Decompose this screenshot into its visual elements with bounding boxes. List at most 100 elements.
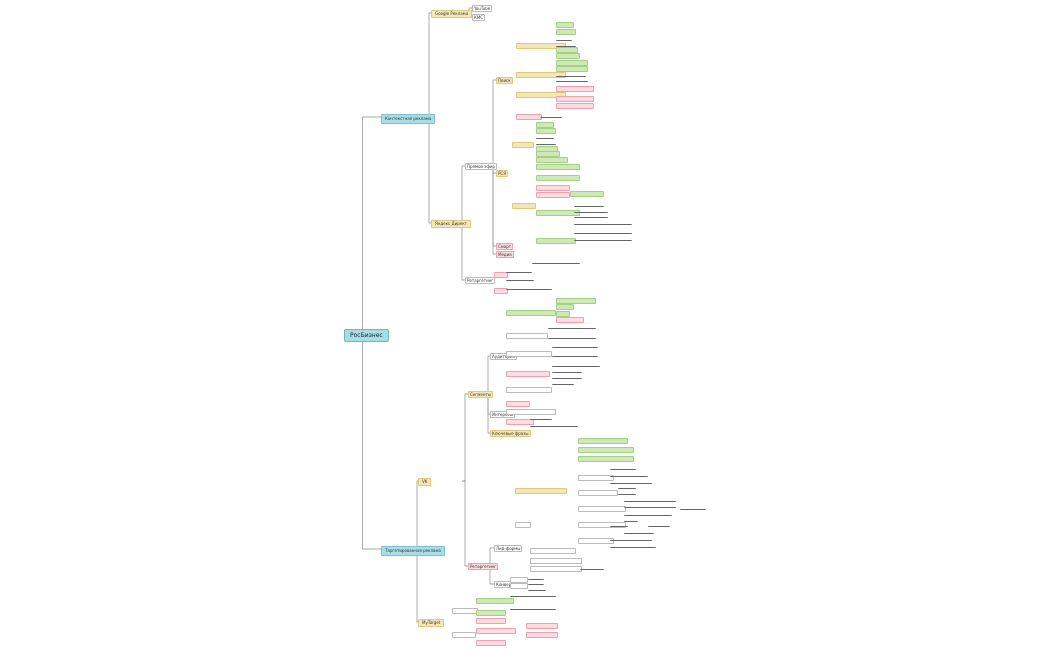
leaf-node[interactable] bbox=[556, 317, 584, 323]
leaf-node[interactable] bbox=[624, 497, 676, 502]
node-google[interactable]: Google Реклама bbox=[431, 10, 473, 18]
leaf-node[interactable] bbox=[556, 66, 588, 72]
leaf-node[interactable] bbox=[506, 310, 556, 316]
leaf-node[interactable] bbox=[510, 605, 556, 610]
node-vk[interactable]: VK bbox=[418, 478, 432, 486]
node-mytarget[interactable]: MyTarget bbox=[418, 619, 445, 627]
leaf-node[interactable] bbox=[610, 465, 636, 470]
node-search[interactable]: Поиск bbox=[496, 77, 513, 84]
leaf-node[interactable] bbox=[536, 122, 554, 128]
leaf-node[interactable] bbox=[536, 140, 556, 145]
leaf-node[interactable] bbox=[506, 371, 550, 377]
leaf-node[interactable] bbox=[536, 238, 576, 244]
leaf-node[interactable] bbox=[556, 47, 578, 53]
leaf-node[interactable] bbox=[536, 157, 568, 163]
leaf-node[interactable] bbox=[548, 324, 596, 329]
leaf-node[interactable] bbox=[536, 175, 580, 181]
leaf-node[interactable] bbox=[510, 592, 556, 597]
leaf-node[interactable] bbox=[515, 522, 531, 528]
leaf-node[interactable] bbox=[618, 484, 636, 489]
leaf-node[interactable] bbox=[556, 298, 596, 304]
branch-target[interactable]: Таргетированная реклама bbox=[381, 546, 445, 556]
leaf-node[interactable] bbox=[578, 506, 626, 512]
leaf-node[interactable] bbox=[506, 333, 548, 339]
leaf-node[interactable] bbox=[512, 203, 536, 209]
leaf-node[interactable] bbox=[536, 128, 556, 134]
leaf-node[interactable] bbox=[556, 304, 574, 310]
leaf-node[interactable] bbox=[506, 419, 534, 425]
node-rsya[interactable]: РСЯ bbox=[496, 170, 508, 177]
leaf-node[interactable] bbox=[540, 113, 562, 118]
leaf-node[interactable] bbox=[618, 490, 636, 495]
leaf-node[interactable] bbox=[578, 447, 634, 453]
leaf-node[interactable] bbox=[624, 517, 638, 522]
leaf-node[interactable] bbox=[610, 543, 656, 548]
leaf-node[interactable] bbox=[530, 566, 582, 572]
leaf-node[interactable] bbox=[578, 490, 618, 496]
leaf-node[interactable] bbox=[494, 272, 508, 278]
node-yandex[interactable]: Яндекс Директ bbox=[431, 220, 471, 228]
leaf-node[interactable] bbox=[452, 608, 478, 614]
leaf-node[interactable] bbox=[574, 236, 632, 241]
node-segments[interactable]: Сегменты bbox=[468, 391, 493, 398]
node-yandex-retarget[interactable]: Ретаргетинг bbox=[465, 277, 496, 284]
leaf-node[interactable] bbox=[516, 92, 566, 98]
leaf-node[interactable] bbox=[552, 374, 582, 379]
leaf-node[interactable] bbox=[536, 134, 554, 139]
leaf-node[interactable] bbox=[476, 640, 506, 646]
leaf-node[interactable] bbox=[552, 352, 598, 357]
leaf-node[interactable] bbox=[506, 268, 532, 273]
leaf-node[interactable] bbox=[530, 415, 552, 420]
leaf-node[interactable] bbox=[578, 438, 628, 444]
leaf-node[interactable] bbox=[578, 456, 634, 462]
leaf-node[interactable] bbox=[578, 475, 614, 481]
leaf-node[interactable] bbox=[556, 103, 594, 109]
leaf-node[interactable] bbox=[552, 380, 574, 385]
leaf-node[interactable] bbox=[556, 53, 580, 59]
leaf-node[interactable] bbox=[526, 623, 558, 629]
node-retarget[interactable]: Ретаргетинг bbox=[468, 563, 499, 570]
leaf-node[interactable] bbox=[556, 86, 594, 92]
branch-context[interactable]: Контекстная реклама bbox=[381, 114, 436, 124]
leaf-node[interactable] bbox=[556, 96, 594, 102]
leaf-node[interactable] bbox=[536, 164, 580, 170]
node-leadforms[interactable]: Лид-формы bbox=[494, 545, 523, 552]
leaf-node[interactable] bbox=[532, 259, 580, 264]
leaf-node[interactable] bbox=[506, 351, 552, 357]
leaf-node[interactable] bbox=[624, 511, 672, 516]
leaf-node[interactable] bbox=[574, 213, 608, 218]
leaf-node[interactable] bbox=[506, 401, 530, 407]
leaf-node[interactable] bbox=[610, 472, 648, 477]
leaf-node[interactable] bbox=[476, 610, 506, 616]
leaf-node[interactable] bbox=[578, 538, 614, 544]
leaf-node[interactable] bbox=[476, 618, 506, 624]
leaf-node[interactable] bbox=[552, 343, 598, 348]
leaf-node[interactable] bbox=[556, 77, 588, 82]
leaf-node[interactable] bbox=[506, 409, 556, 415]
leaf-node[interactable] bbox=[552, 362, 600, 367]
leaf-node[interactable] bbox=[476, 598, 514, 604]
leaf-node[interactable] bbox=[530, 558, 582, 564]
leaf-node[interactable] bbox=[624, 503, 676, 508]
leaf-node[interactable] bbox=[528, 586, 546, 591]
leaf-node[interactable] bbox=[526, 632, 558, 638]
leaf-node[interactable] bbox=[506, 285, 552, 290]
leaf-node[interactable] bbox=[556, 29, 576, 35]
leaf-node[interactable] bbox=[510, 583, 528, 589]
leaf-node[interactable] bbox=[536, 151, 560, 157]
leaf-node[interactable] bbox=[494, 288, 508, 294]
leaf-node[interactable] bbox=[556, 60, 588, 66]
node-yandex-direct[interactable]: Прямой эфир bbox=[465, 163, 498, 170]
leaf-node[interactable] bbox=[528, 575, 544, 580]
leaf-node[interactable] bbox=[624, 529, 654, 534]
leaf-node[interactable] bbox=[476, 628, 516, 634]
leaf-node[interactable] bbox=[574, 202, 604, 207]
leaf-node[interactable] bbox=[556, 311, 570, 317]
leaf-node[interactable] bbox=[610, 536, 652, 541]
leaf-node[interactable] bbox=[536, 210, 580, 216]
leaf-node[interactable] bbox=[574, 208, 608, 213]
leaf-node[interactable] bbox=[556, 22, 574, 28]
leaf-node[interactable] bbox=[530, 422, 578, 427]
leaf-node[interactable] bbox=[506, 276, 534, 281]
leaf-node[interactable] bbox=[528, 580, 544, 585]
